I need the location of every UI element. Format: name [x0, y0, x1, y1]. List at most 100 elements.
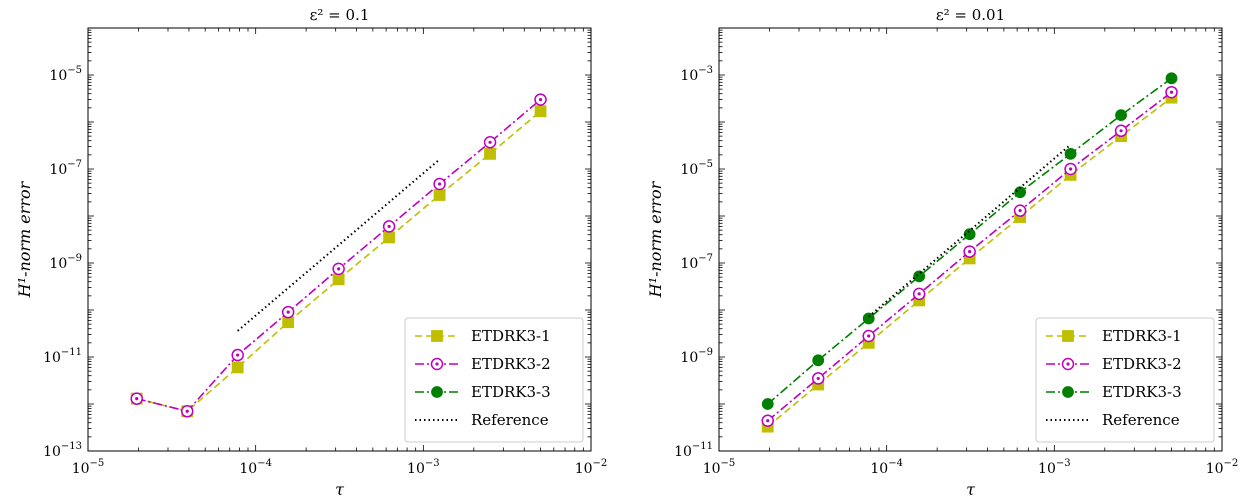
y-tick-label-exp: −3	[698, 65, 713, 76]
series-etdrk3-2-point-dot	[867, 334, 871, 338]
y-axis-label: H¹-norm error	[646, 180, 665, 298]
series-etdrk3-3-point	[913, 270, 926, 283]
x-tick-label-base: 10	[407, 461, 425, 477]
legend-item-etdrk3-2: ETDRK3-2	[415, 355, 551, 373]
x-tick-label: 10−3	[1038, 458, 1071, 477]
y-tick-label: 10−5	[680, 159, 713, 178]
y-tick-label: 10−3	[680, 65, 713, 84]
x-tick-label-base: 10	[72, 461, 90, 477]
series-etdrk3-2-point	[1013, 204, 1027, 217]
x-tick-label-base: 10	[239, 461, 257, 477]
chart-panel-left: 10−5 10−4 10−3 10−210−1310−1110−910−710−5ε²…	[15, 6, 607, 499]
series-etdrk3-2-point-dot	[286, 310, 290, 314]
x-tick-label-exp: −5	[90, 458, 105, 469]
series-etdrk3-2-point-dot	[766, 419, 770, 423]
y-tick-label-base: 10	[674, 444, 692, 460]
x-tick-label-exp: −2	[593, 458, 608, 469]
x-tick-label: 10−4	[870, 458, 903, 477]
legend-item-etdrk3-2-marker-dot	[1066, 362, 1070, 366]
y-tick-label-exp: −13	[61, 441, 82, 452]
x-tick-label-exp: −2	[1224, 458, 1239, 469]
series-etdrk3-2-point-dot	[1018, 209, 1022, 213]
legend-item-etdrk3-2-label: ETDRK3-2	[1102, 355, 1182, 373]
y-tick-label-base: 10	[49, 68, 67, 84]
legend-item-etdrk3-1: ETDRK3-1	[1046, 327, 1182, 345]
y-tick-label-exp: −9	[698, 347, 713, 358]
axes-frame	[718, 27, 1223, 452]
series-etdrk3-2-point-dot	[337, 267, 341, 271]
x-tick-label: 10−4	[239, 458, 272, 477]
y-tick-label-exp: −11	[692, 441, 713, 452]
x-tick-label-base: 10	[870, 461, 888, 477]
y-tick-label-exp: −9	[67, 253, 82, 264]
x-axis-label: τ	[335, 480, 345, 499]
ticks	[87, 28, 592, 452]
x-tick-label-base: 10	[703, 461, 721, 477]
y-tick-label: 10−11	[674, 441, 713, 460]
x-tick-label: 10−3	[407, 458, 440, 477]
series-etdrk3-2-point-dot	[135, 397, 139, 401]
legend-item-reference-label: Reference	[1102, 411, 1180, 429]
legend-item-etdrk3-2-label: ETDRK3-2	[471, 355, 551, 373]
legend: ETDRK3-1 ETDRK3-2 ETDRK3-3 Reference	[1035, 317, 1215, 443]
plot-area	[130, 93, 547, 418]
y-tick-label: 10−7	[49, 159, 82, 178]
series-etdrk3-3-point	[1165, 72, 1178, 85]
legend-item-etdrk3-3-marker	[431, 386, 443, 398]
legend-item-reference: Reference	[415, 411, 549, 429]
legend-item-etdrk3-1-label: ETDRK3-1	[471, 327, 551, 345]
y-tick-label-base: 10	[680, 68, 698, 84]
legend-item-etdrk3-2-marker	[1061, 357, 1075, 371]
y-tick-label-base: 10	[49, 162, 67, 178]
series-etdrk3-3-point	[761, 398, 774, 410]
series-etdrk3-3-point	[862, 312, 875, 325]
legend-item-etdrk3-2: ETDRK3-2	[1046, 355, 1182, 373]
y-tick-label: 10−7	[680, 253, 713, 272]
series-etdrk3-2-point	[130, 392, 143, 405]
legend-box	[1035, 317, 1215, 443]
series-etdrk3-2-point	[1064, 162, 1077, 176]
y-tick-label-base: 10	[49, 256, 67, 272]
x-tick-label-exp: −3	[1056, 458, 1071, 469]
y-tick-label: 10−11	[43, 347, 82, 366]
series-etdrk3-2-point	[180, 405, 194, 418]
series-etdrk3-2-point	[811, 372, 825, 385]
legend-item-reference-label: Reference	[471, 411, 549, 429]
series-etdrk3-2-point-dot	[1169, 90, 1174, 94]
legend-item-etdrk3-3-label: ETDRK3-3	[1102, 383, 1182, 401]
y-tick-label: 10−5	[49, 65, 82, 84]
y-tick-label-base: 10	[43, 444, 61, 460]
y-tick-label-exp: −7	[698, 253, 713, 264]
y-tick-label-base: 10	[680, 350, 698, 366]
legend-item-etdrk3-1: ETDRK3-1	[415, 327, 551, 345]
series-etdrk3-2-point-dot	[387, 224, 391, 229]
series-etdrk3-2-point	[433, 177, 446, 191]
series-etdrk3-2-point-dot	[488, 140, 492, 144]
legend-item-etdrk3-3-label: ETDRK3-3	[471, 383, 551, 401]
y-axis-label: H¹-norm error	[15, 180, 34, 298]
legend-box	[404, 317, 584, 443]
series-etdrk3-2-point	[862, 329, 875, 343]
series-etdrk3-2-point-dot	[1068, 167, 1073, 171]
x-tick-label: 10−5	[72, 458, 105, 477]
legend-item-etdrk3-2-marker-dot	[435, 362, 439, 366]
chart-panel-right: 10−5 10−4 10−3 10−210−1110−910−710−510−3ε² …	[646, 6, 1238, 499]
series-etdrk3-2-point	[963, 245, 976, 258]
series-etdrk3-2-point	[231, 348, 244, 362]
series-etdrk3-3-point	[1064, 147, 1077, 160]
series-etdrk3-2-point-dot	[917, 292, 921, 296]
y-tick-label-exp: −5	[698, 159, 713, 170]
x-tick-label-base: 10	[1206, 461, 1224, 477]
series-reference-line	[868, 143, 1072, 318]
plot-area	[761, 72, 1178, 433]
y-tick-label-base: 10	[680, 256, 698, 272]
series-etdrk3-2-point-dot	[968, 249, 972, 254]
legend-item-etdrk3-1-marker	[1062, 330, 1074, 342]
series-etdrk3-2-point-dot	[1119, 129, 1123, 133]
series-etdrk3-1-point	[383, 231, 396, 244]
chart-title: ε² = 0.01	[936, 6, 1005, 24]
series-etdrk3-1-point	[433, 189, 446, 201]
series-etdrk3-2-point-dot	[437, 182, 442, 186]
legend-item-etdrk3-3: ETDRK3-3	[415, 383, 551, 401]
